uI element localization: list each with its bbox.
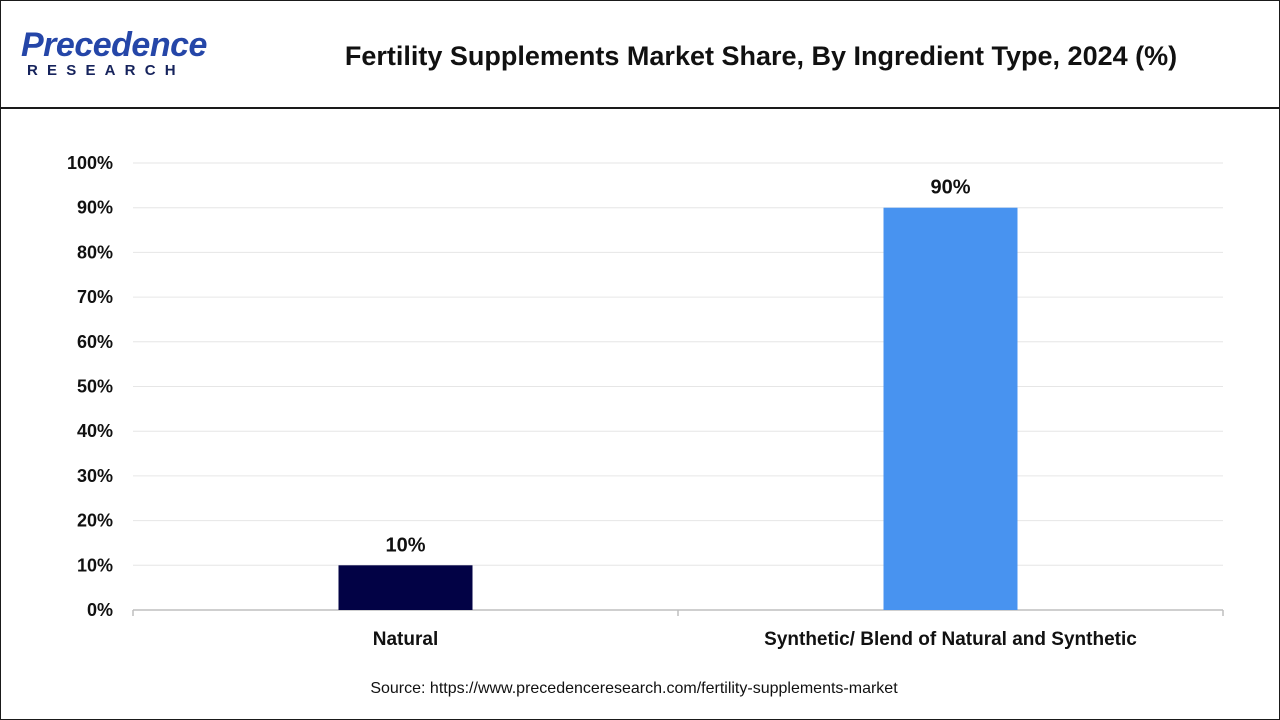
y-tick-label: 50% xyxy=(77,377,113,397)
y-tick-label: 40% xyxy=(77,421,113,441)
category-label: Natural xyxy=(373,629,438,650)
data-label: 10% xyxy=(385,534,425,556)
data-label: 90% xyxy=(930,177,970,199)
y-tick-label: 70% xyxy=(77,287,113,307)
category-label: Synthetic/ Blend of Natural and Syntheti… xyxy=(764,629,1137,650)
y-tick-label: 30% xyxy=(77,466,113,486)
y-tick-label: 60% xyxy=(77,332,113,352)
y-tick-label: 0% xyxy=(87,600,113,620)
bar-chart: 0% 10% 20% 30% 40% 50% 60% 70% 80% 90% 100% 10% Natu… xyxy=(1,109,1279,669)
logo-subtitle: RESEARCH xyxy=(27,62,185,79)
chart-title: Fertility Supplements Market Share, By I… xyxy=(344,41,1178,71)
y-tick-label: 80% xyxy=(77,242,113,262)
header: Precedence RESEARCH Fertility Supplement… xyxy=(1,1,1279,109)
logo-wordmark: Precedence xyxy=(21,26,207,64)
bar xyxy=(883,207,1018,610)
source-note: Source: https://www.precedenceresearch.c… xyxy=(370,680,898,697)
brand-logo: Precedence RESEARCH xyxy=(21,27,221,83)
y-tick-label: 10% xyxy=(77,555,113,575)
chart-svg: 0% 10% 20% 30% 40% 50% 60% 70% 80% 90% 100% 10% Natu… xyxy=(67,153,1224,650)
bar xyxy=(338,565,473,610)
y-tick-label: 100% xyxy=(67,153,113,173)
y-tick-label: 90% xyxy=(77,198,113,218)
y-tick-label: 20% xyxy=(77,511,113,531)
